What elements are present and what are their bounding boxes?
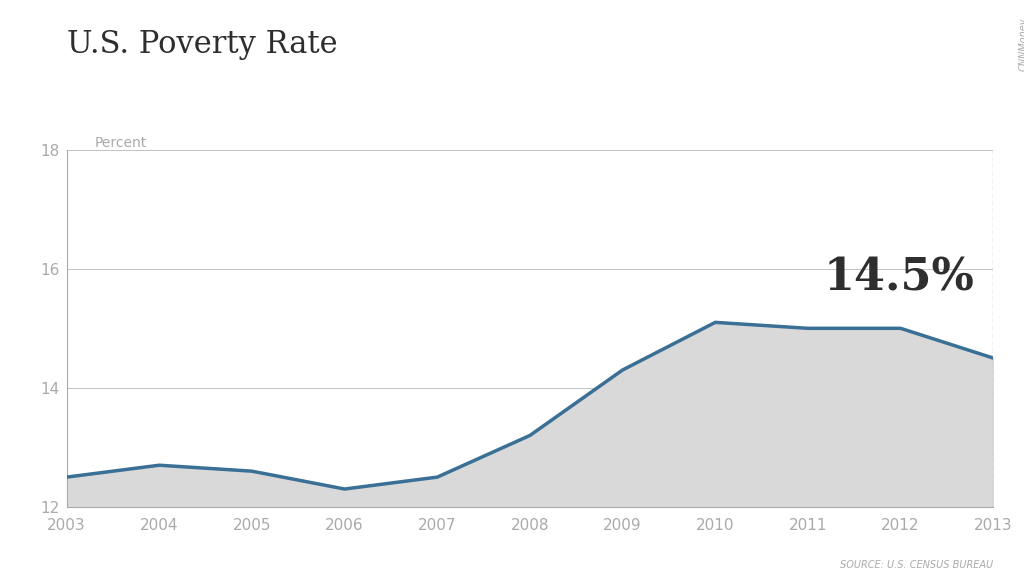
Text: U.S. Poverty Rate: U.S. Poverty Rate [67,29,337,60]
Text: Percent: Percent [94,136,146,150]
Text: SOURCE: U.S. CENSUS BUREAU: SOURCE: U.S. CENSUS BUREAU [840,560,993,570]
Text: CNNMoney: CNNMoney [1019,17,1024,71]
Text: 14.5%: 14.5% [824,256,975,299]
